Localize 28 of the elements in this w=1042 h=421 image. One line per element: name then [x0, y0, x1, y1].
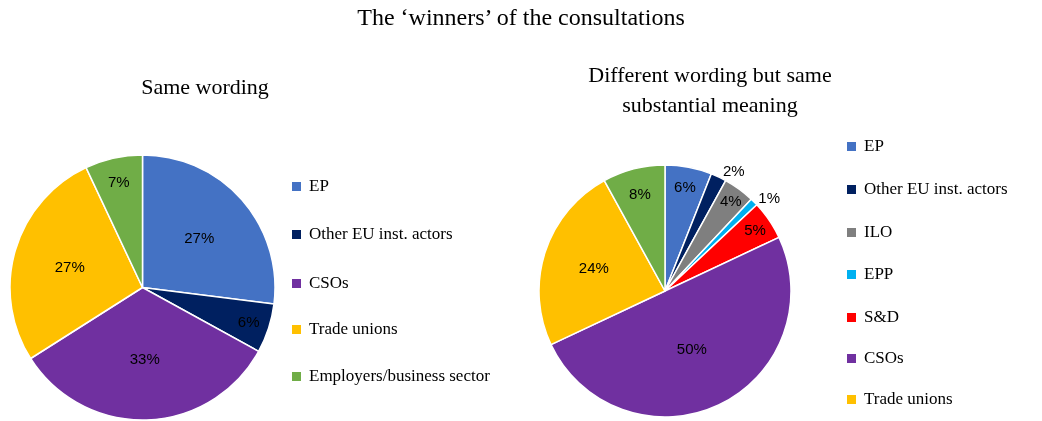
chart-subtitle: Same wording — [140, 73, 270, 101]
data-label: 2% — [722, 161, 745, 179]
legend-label: CSOs — [864, 348, 904, 368]
data-label: 27% — [184, 228, 215, 246]
chart-title: The ‘winners’ of the consultations — [356, 4, 686, 31]
data-label: 5% — [744, 221, 766, 239]
legend-label: EPP — [864, 264, 894, 284]
data-label: 6% — [237, 313, 260, 331]
legend-label: Other EU inst. actors — [864, 179, 1008, 199]
data-label: 6% — [674, 178, 696, 196]
legend-label: S&D — [864, 307, 899, 327]
legend-label: Employers/business sector — [309, 366, 490, 386]
legend-label: EP — [864, 136, 884, 156]
data-label: 7% — [107, 172, 130, 190]
legend-label: Other EU inst. actors — [309, 224, 453, 244]
data-label: 24% — [578, 259, 609, 277]
data-label: 50% — [676, 339, 707, 357]
legend-label: ILO — [864, 222, 893, 242]
data-label: 8% — [629, 184, 651, 202]
legend-label: EP — [309, 176, 329, 196]
data-label: 33% — [129, 350, 160, 368]
data-label: 27% — [54, 257, 85, 275]
legend-label: CSOs — [309, 273, 349, 293]
legend-label: Trade unions — [864, 389, 953, 409]
legend-label: Trade unions — [309, 319, 398, 339]
data-label: 1% — [758, 189, 781, 207]
data-label: 4% — [719, 191, 742, 209]
chart-title: Different wording but same substantial meaning — [587, 61, 833, 119]
